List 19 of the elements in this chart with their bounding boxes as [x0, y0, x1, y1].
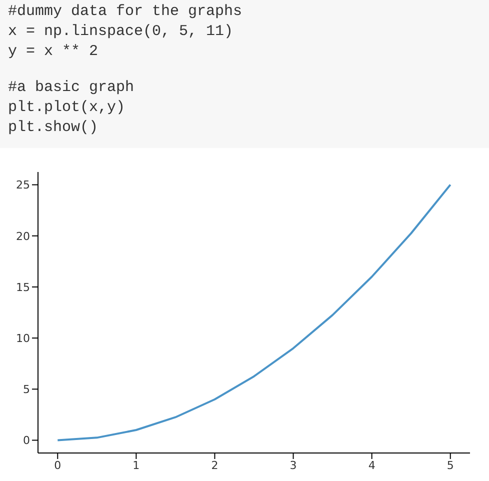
line-series: [56, 184, 452, 442]
text: plt.show(): [8, 119, 98, 136]
text: #dummy data for the graphs: [8, 3, 242, 20]
x-tick-label: 1: [132, 458, 140, 472]
y-tick-label: 20: [16, 230, 30, 243]
x-tick-label: 5: [446, 458, 454, 472]
text: x = np.linspace(0, 5, 11): [8, 23, 234, 40]
y-tick-label: 5: [23, 383, 30, 396]
text: #a basic graph: [8, 79, 134, 96]
text: plt.plot(x,y): [8, 99, 126, 116]
x-tick-label: 2: [211, 458, 218, 472]
y-tick-label: 10: [16, 332, 30, 345]
y-tick-label: 0: [23, 434, 30, 448]
x-tick-label: 4: [368, 458, 376, 472]
y-tick-label: 25: [16, 178, 30, 192]
y-tick-label: 15: [16, 280, 30, 294]
x-tick-label: 0: [54, 458, 62, 472]
x-tick-label: 3: [290, 458, 297, 472]
text: y = x ** 2: [8, 43, 98, 60]
